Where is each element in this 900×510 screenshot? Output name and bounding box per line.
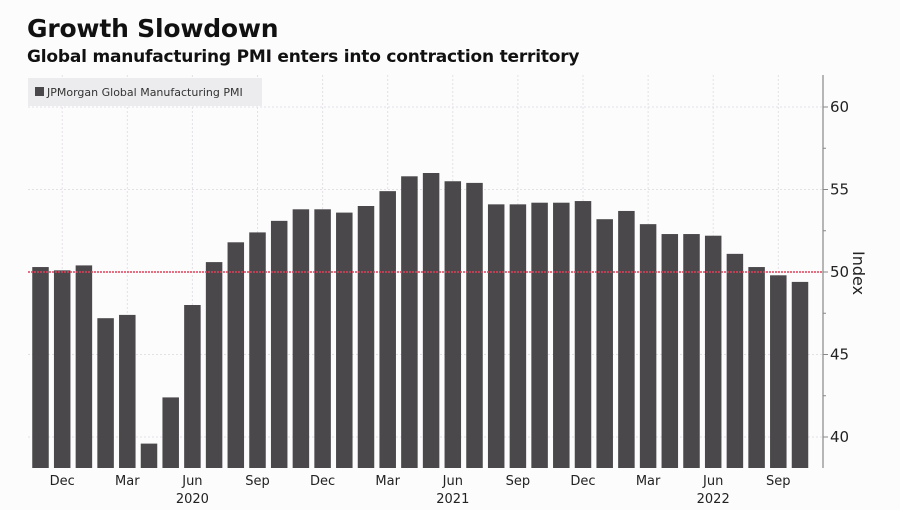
x-axis: Dec Mar Jun 2020 Sep Dec Mar Jun 2021 Sep Dec Mar Ju…: [50, 474, 791, 507]
legend: JPMorgan Global Manufacturing PMI: [28, 78, 262, 106]
chart-subtitle: Global manufacturing PMI enters into con…: [27, 47, 580, 67]
bar: [184, 305, 201, 468]
x-tick-label: Sep: [766, 474, 791, 489]
bar: [32, 267, 49, 468]
bar: [97, 318, 114, 468]
x-tick-label: Mar: [115, 474, 140, 489]
chart-title: Growth Slowdown: [27, 14, 279, 43]
y-tick-label: 55: [830, 181, 849, 199]
bar: [292, 209, 310, 469]
bar: [596, 219, 613, 468]
x-tick-label: Jun: [702, 474, 723, 489]
y-tick-label: 45: [830, 346, 849, 364]
bar: [726, 253, 744, 468]
bar: [683, 234, 700, 468]
x-tick-label: Mar: [636, 474, 661, 489]
bar: [748, 267, 765, 468]
bar: [422, 173, 440, 468]
bar: [162, 397, 179, 468]
x-tick-label: Jun: [181, 474, 202, 489]
x-tick-label: Dec: [570, 474, 595, 489]
x-tick-label: Sep: [245, 474, 270, 489]
y-axis: 40 45 50 55 60: [822, 75, 849, 468]
x-year-label: 2021: [436, 492, 469, 507]
x-tick-label: Dec: [310, 474, 335, 489]
bar: [791, 281, 809, 468]
bar: [574, 201, 592, 469]
y-axis-label: Index: [849, 251, 868, 295]
bar: [704, 235, 722, 468]
bar: [75, 265, 93, 468]
bar: [618, 210, 635, 468]
x-tick-label: Mar: [375, 474, 400, 489]
legend-swatch: [35, 87, 44, 96]
bar: [401, 176, 418, 469]
x-tick-label: Sep: [506, 474, 531, 489]
bar: [466, 182, 483, 468]
bar: [357, 206, 375, 468]
legend-label: JPMorgan Global Manufacturing PMI: [46, 86, 243, 99]
y-tick-label: 40: [830, 428, 849, 446]
bar: [379, 191, 396, 468]
bar: [205, 262, 223, 468]
bar: [119, 314, 136, 468]
x-year-label: 2020: [176, 492, 209, 507]
y-tick-label: 60: [830, 98, 849, 116]
bar: [53, 270, 71, 468]
bar: [314, 209, 331, 469]
x-tick-label: Jun: [442, 474, 463, 489]
bar: [336, 212, 353, 468]
bar: [553, 202, 570, 468]
x-year-label: 2022: [697, 492, 730, 507]
bar: [661, 234, 679, 468]
bar: [140, 443, 158, 468]
bar: [531, 202, 548, 468]
bar: [444, 181, 462, 468]
legend-background: [28, 78, 262, 106]
bar: [270, 220, 288, 468]
x-tick-label: Dec: [50, 474, 75, 489]
bar: [487, 204, 505, 468]
bar: [249, 232, 266, 468]
bar: [770, 275, 787, 468]
bar: [509, 204, 527, 468]
bars: [32, 173, 809, 469]
y-tick-label: 50: [830, 263, 849, 281]
bar: [227, 242, 245, 468]
bar: [639, 224, 657, 468]
